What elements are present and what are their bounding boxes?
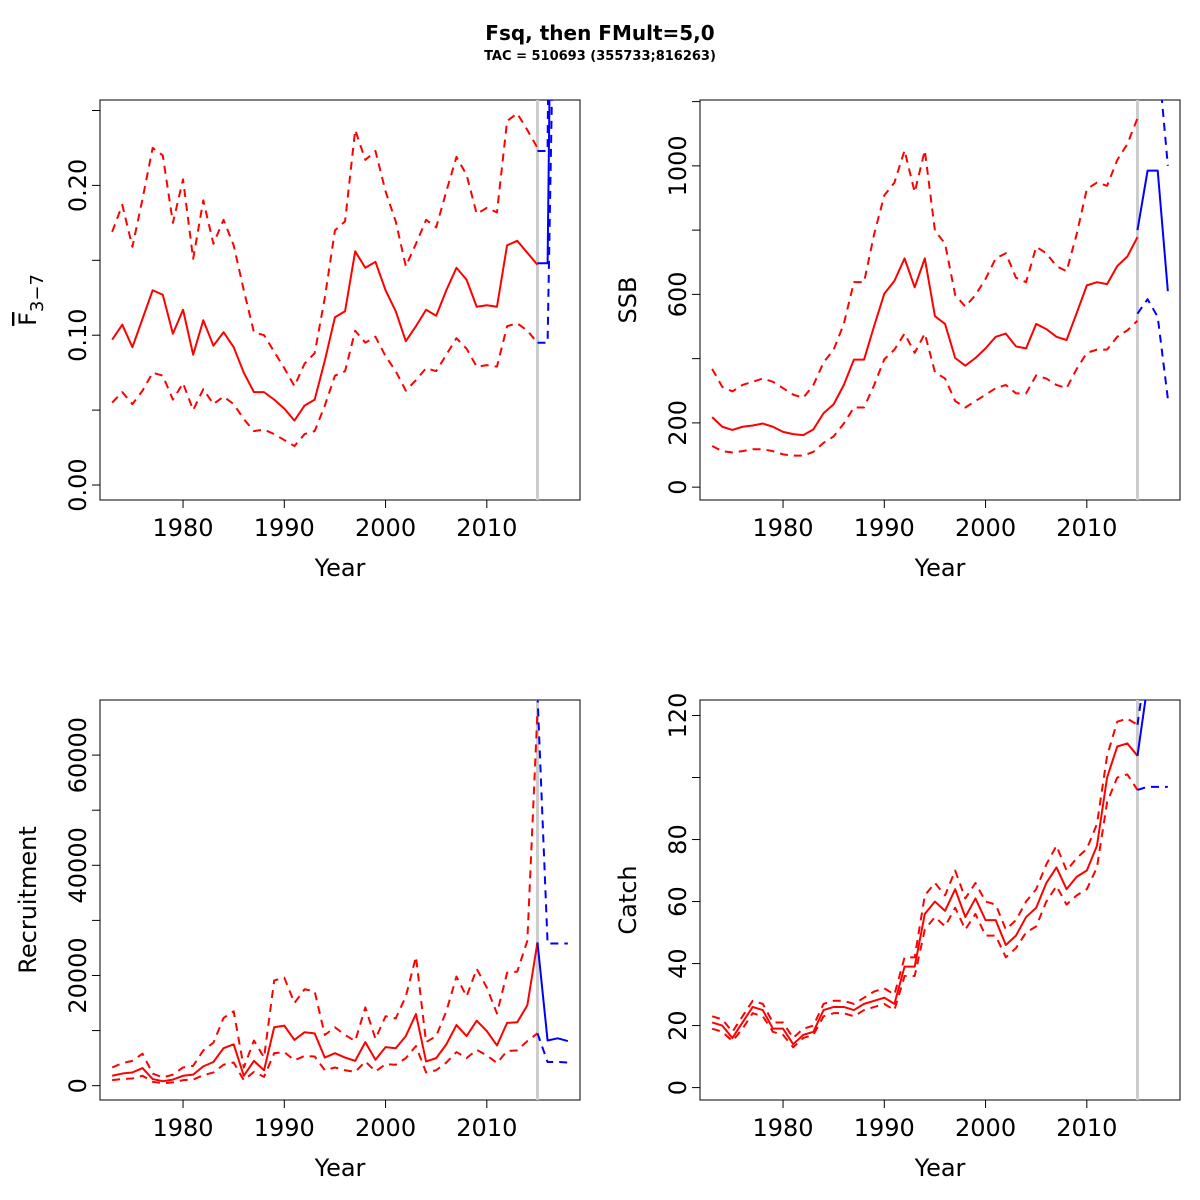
forecast-upper-line	[1136, 700, 1143, 725]
historical-lower-line	[711, 319, 1139, 457]
x-tick-label: 1990	[854, 1114, 915, 1142]
forecast-median-line	[1136, 169, 1169, 292]
x-tick-label: 2000	[355, 1114, 416, 1142]
panel-catch: 1980 1990 2000 2010 0 20 40 60 80 120 Year Catch	[614, 693, 1181, 1182]
forecast-median-line	[1136, 700, 1147, 756]
y-axis-label: SSB	[614, 277, 642, 324]
panels: 1980 1990 2000 20100.000.100.20YearF3−71980…	[14, 99, 1181, 1182]
plot-area	[111, 100, 553, 500]
historical-lower-line	[711, 773, 1139, 1049]
figure-subtitle: TAC = 510693 (355733;816263)	[484, 49, 716, 64]
x-axis-label: Year	[314, 1154, 366, 1182]
y-tick-label: 0	[664, 480, 692, 495]
y-axis-label: F3−7	[14, 274, 48, 326]
x-tick-label: 2010	[1056, 1114, 1117, 1142]
forecast-lower-line	[536, 1032, 568, 1064]
y-tick-label: 0.00	[64, 458, 92, 511]
y-tick-label: 0	[664, 1080, 692, 1095]
panel-recruitment: 1980 1990 2000 2010 0 20000 40000 60000 Year Recr…	[14, 699, 581, 1182]
y-axis-label: Recruitment	[14, 826, 42, 973]
historical-upper-line	[711, 717, 1138, 1039]
forecast-lower-line	[1137, 785, 1168, 791]
forecast-lower-line	[537, 100, 553, 344]
y-tick-label: 40	[664, 948, 692, 979]
x-axis-label: Year	[914, 554, 966, 582]
historical-lower-line	[111, 322, 539, 448]
x-tick-label: 1980	[152, 514, 213, 542]
x-tick-label: 2000	[355, 514, 416, 542]
x-tick-label: 1980	[152, 1114, 213, 1142]
plot-area	[711, 100, 1169, 500]
plot-area	[111, 700, 569, 1100]
y-tick-label: 60	[664, 886, 692, 917]
y-tick-label: 60000	[64, 717, 92, 793]
historical-median-line	[111, 942, 539, 1083]
y-tick-label: 0	[64, 1078, 92, 1093]
y-tick-label: 120	[664, 693, 692, 739]
y-tick-label: 20	[664, 1010, 692, 1041]
plot-frame	[699, 99, 1181, 501]
x-tick-label: 2010	[456, 514, 517, 542]
x-axis-label: Year	[314, 554, 366, 582]
plot-frame	[99, 699, 581, 1101]
historical-upper-line	[111, 710, 539, 1079]
x-tick-label: 1990	[254, 514, 315, 542]
forecast-upper-line	[536, 700, 568, 945]
historical-upper-line	[711, 117, 1139, 399]
y-tick-label: 200	[664, 400, 692, 446]
x-tick-label: 1980	[752, 514, 813, 542]
y-tick-label: 80	[664, 824, 692, 855]
historical-lower-line	[112, 1032, 539, 1085]
y-tick-label: 600	[664, 271, 692, 317]
forecast-median-line	[536, 942, 569, 1043]
y-tick-label: 40000	[64, 827, 92, 903]
figure-title: Fsq, then FMult=5,0	[485, 21, 714, 45]
plot-frame	[99, 99, 581, 501]
panel-ssb: 1980 1990 2000 2010 0 200 600 1000 Year SSB	[614, 99, 1181, 582]
x-tick-label: 2010	[456, 1114, 517, 1142]
y-tick-label: 20000	[64, 937, 92, 1013]
x-tick-label: 1980	[752, 1114, 813, 1142]
y-axis-label: Catch	[614, 865, 642, 934]
panel-fbar: 1980 1990 2000 2010 0.00 0.10 0.20 Year F3−7	[14, 99, 581, 582]
x-tick-label: 1990	[854, 514, 915, 542]
historical-median-line	[711, 742, 1139, 1046]
forecast-upper-line	[537, 100, 549, 152]
historical-median-line	[711, 236, 1139, 437]
y-tick-label: 0.20	[64, 159, 92, 212]
x-tick-label: 2010	[1056, 514, 1117, 542]
x-axis-label: Year	[914, 1154, 966, 1182]
x-tick-label: 1990	[254, 1114, 315, 1142]
historical-median-line	[111, 239, 539, 422]
historical-upper-line	[111, 112, 539, 388]
x-tick-label: 2000	[955, 1114, 1016, 1142]
y-tick-label: 1000	[664, 135, 692, 196]
forecast-median-line	[537, 100, 551, 265]
plot-frame	[699, 699, 1181, 1101]
forecast-upper-line	[1160, 100, 1169, 166]
plot-area	[711, 700, 1168, 1100]
y-tick-label: 0.10	[64, 308, 92, 361]
x-tick-label: 2000	[955, 514, 1016, 542]
forecast-lower-line	[1136, 298, 1169, 399]
